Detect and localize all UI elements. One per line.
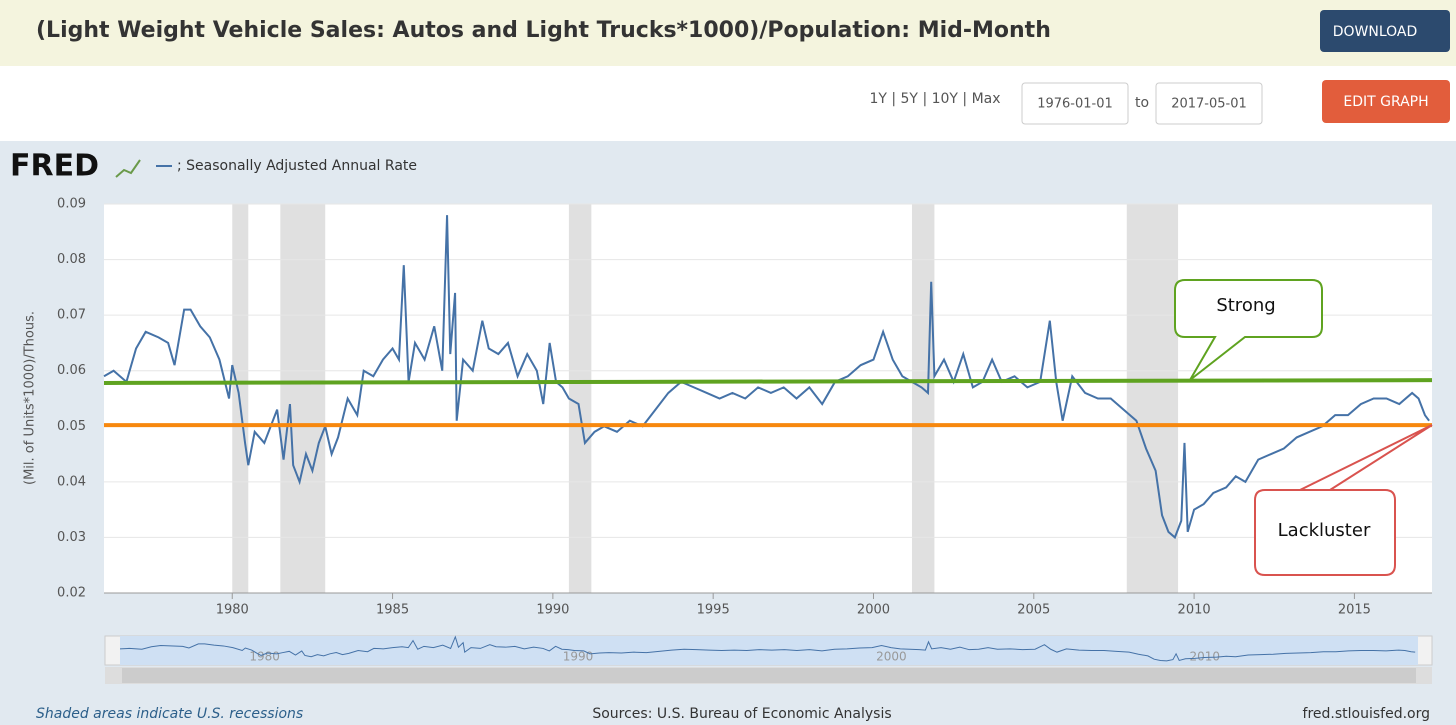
x-tick-label: 2010	[1178, 603, 1211, 618]
start-date: 1976-01-01	[1037, 97, 1113, 112]
x-tick-label: 1995	[697, 603, 730, 618]
callout-lackluster	[1254, 424, 1433, 576]
y-tick-label: 0.08	[57, 252, 86, 267]
source: Sources: U.S. Bureau of Economic Analysi…	[592, 706, 891, 722]
download-label: DOWNLOAD	[1333, 24, 1418, 40]
navigator-line	[119, 635, 1416, 662]
y-tick-label: 0.06	[57, 363, 86, 378]
y-tick-label: 0.05	[57, 419, 86, 434]
recession-band	[911, 204, 935, 593]
recession-note: Shaded areas indicate U.S. recessions	[36, 706, 303, 722]
reference-line	[103, 378, 1433, 385]
recession-band	[1126, 204, 1179, 593]
scrollbar-thumb	[122, 668, 1416, 683]
fred-logo: FRED	[10, 149, 99, 184]
range-links[interactable]: 1Y | 5Y | 10Y | Max	[869, 91, 1000, 107]
y-tick-label: 0.07	[57, 308, 86, 323]
navigator-tick-label: 1990	[563, 650, 594, 664]
to-label: to	[1135, 95, 1149, 111]
annotation: Lackluster	[1278, 520, 1371, 541]
x-tick-label: 1980	[216, 603, 249, 618]
x-tick-label: 1985	[376, 603, 409, 618]
y-tick-label: 0.02	[57, 586, 86, 601]
y-tick-label: 0.04	[57, 474, 86, 489]
annotation: Strong	[1216, 295, 1275, 316]
x-tick-label: 1990	[536, 603, 569, 618]
x-tick-label: 2015	[1338, 603, 1371, 618]
plot-area	[104, 204, 1432, 593]
recession-band	[280, 204, 326, 593]
site: fred.stlouisfed.org	[1303, 706, 1430, 722]
x-tick-label: 2005	[1017, 603, 1050, 618]
logo-icon	[115, 159, 141, 178]
download-button[interactable]	[1320, 10, 1450, 52]
start-date-input[interactable]	[1021, 82, 1129, 125]
end-date-input[interactable]	[1155, 82, 1263, 125]
legend-label: ; Seasonally Adjusted Annual Rate	[177, 158, 417, 174]
header-band	[0, 0, 1456, 66]
page-title: (Light Weight Vehicle Sales: Autos and L…	[36, 18, 1051, 43]
y-tick-label: 0.03	[57, 530, 86, 545]
navigator-tick-label: 2000	[876, 650, 907, 664]
edit-graph-button[interactable]	[1322, 80, 1450, 123]
y-axis-label: (Mil. of Units*1000)/Thous.	[23, 311, 38, 485]
navigator-window	[120, 636, 1418, 665]
callout-strong	[1174, 279, 1323, 381]
end-date: 2017-05-01	[1171, 97, 1247, 112]
recession-band	[568, 204, 592, 593]
y-tick-label: 0.09	[57, 197, 86, 212]
x-tick-label: 2000	[857, 603, 890, 618]
navigator-tick-label: 2010	[1189, 650, 1220, 664]
edit-graph-label: EDIT GRAPH	[1343, 94, 1428, 110]
